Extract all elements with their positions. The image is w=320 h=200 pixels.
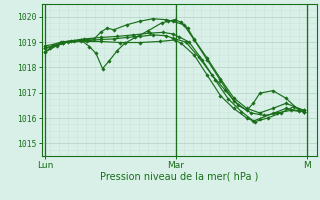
X-axis label: Pression niveau de la mer( hPa ): Pression niveau de la mer( hPa ): [100, 171, 258, 181]
